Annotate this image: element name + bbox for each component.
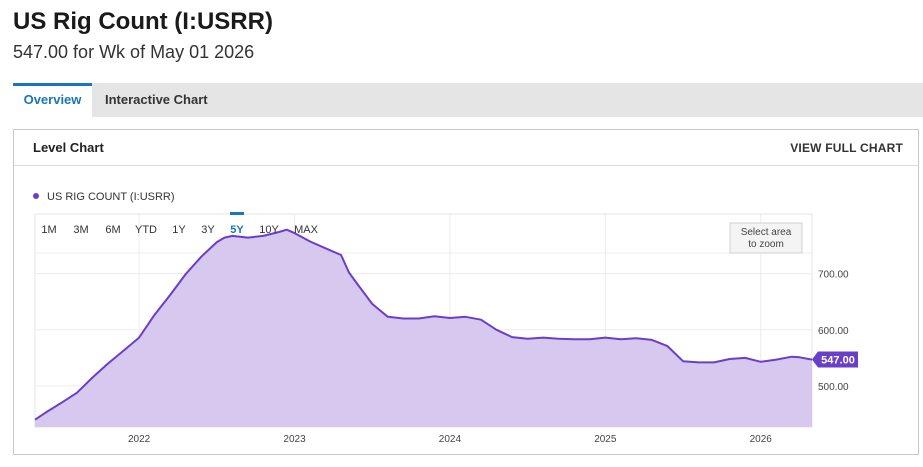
view-full-chart-link[interactable]: VIEW FULL CHART xyxy=(790,141,903,155)
tab-bar: Overview Interactive Chart xyxy=(13,83,923,117)
level-chart-card: Level Chart VIEW FULL CHART xyxy=(13,129,919,455)
card-title: Level Chart xyxy=(33,140,104,155)
page-title: US Rig Count (I:USRR) xyxy=(13,8,273,35)
tab-interactive-chart[interactable]: Interactive Chart xyxy=(105,92,208,107)
tab-overview[interactable]: Overview xyxy=(13,83,92,117)
page-subtitle: 547.00 for Wk of May 01 2026 xyxy=(13,42,255,62)
card-header: Level Chart VIEW FULL CHART xyxy=(14,130,918,166)
